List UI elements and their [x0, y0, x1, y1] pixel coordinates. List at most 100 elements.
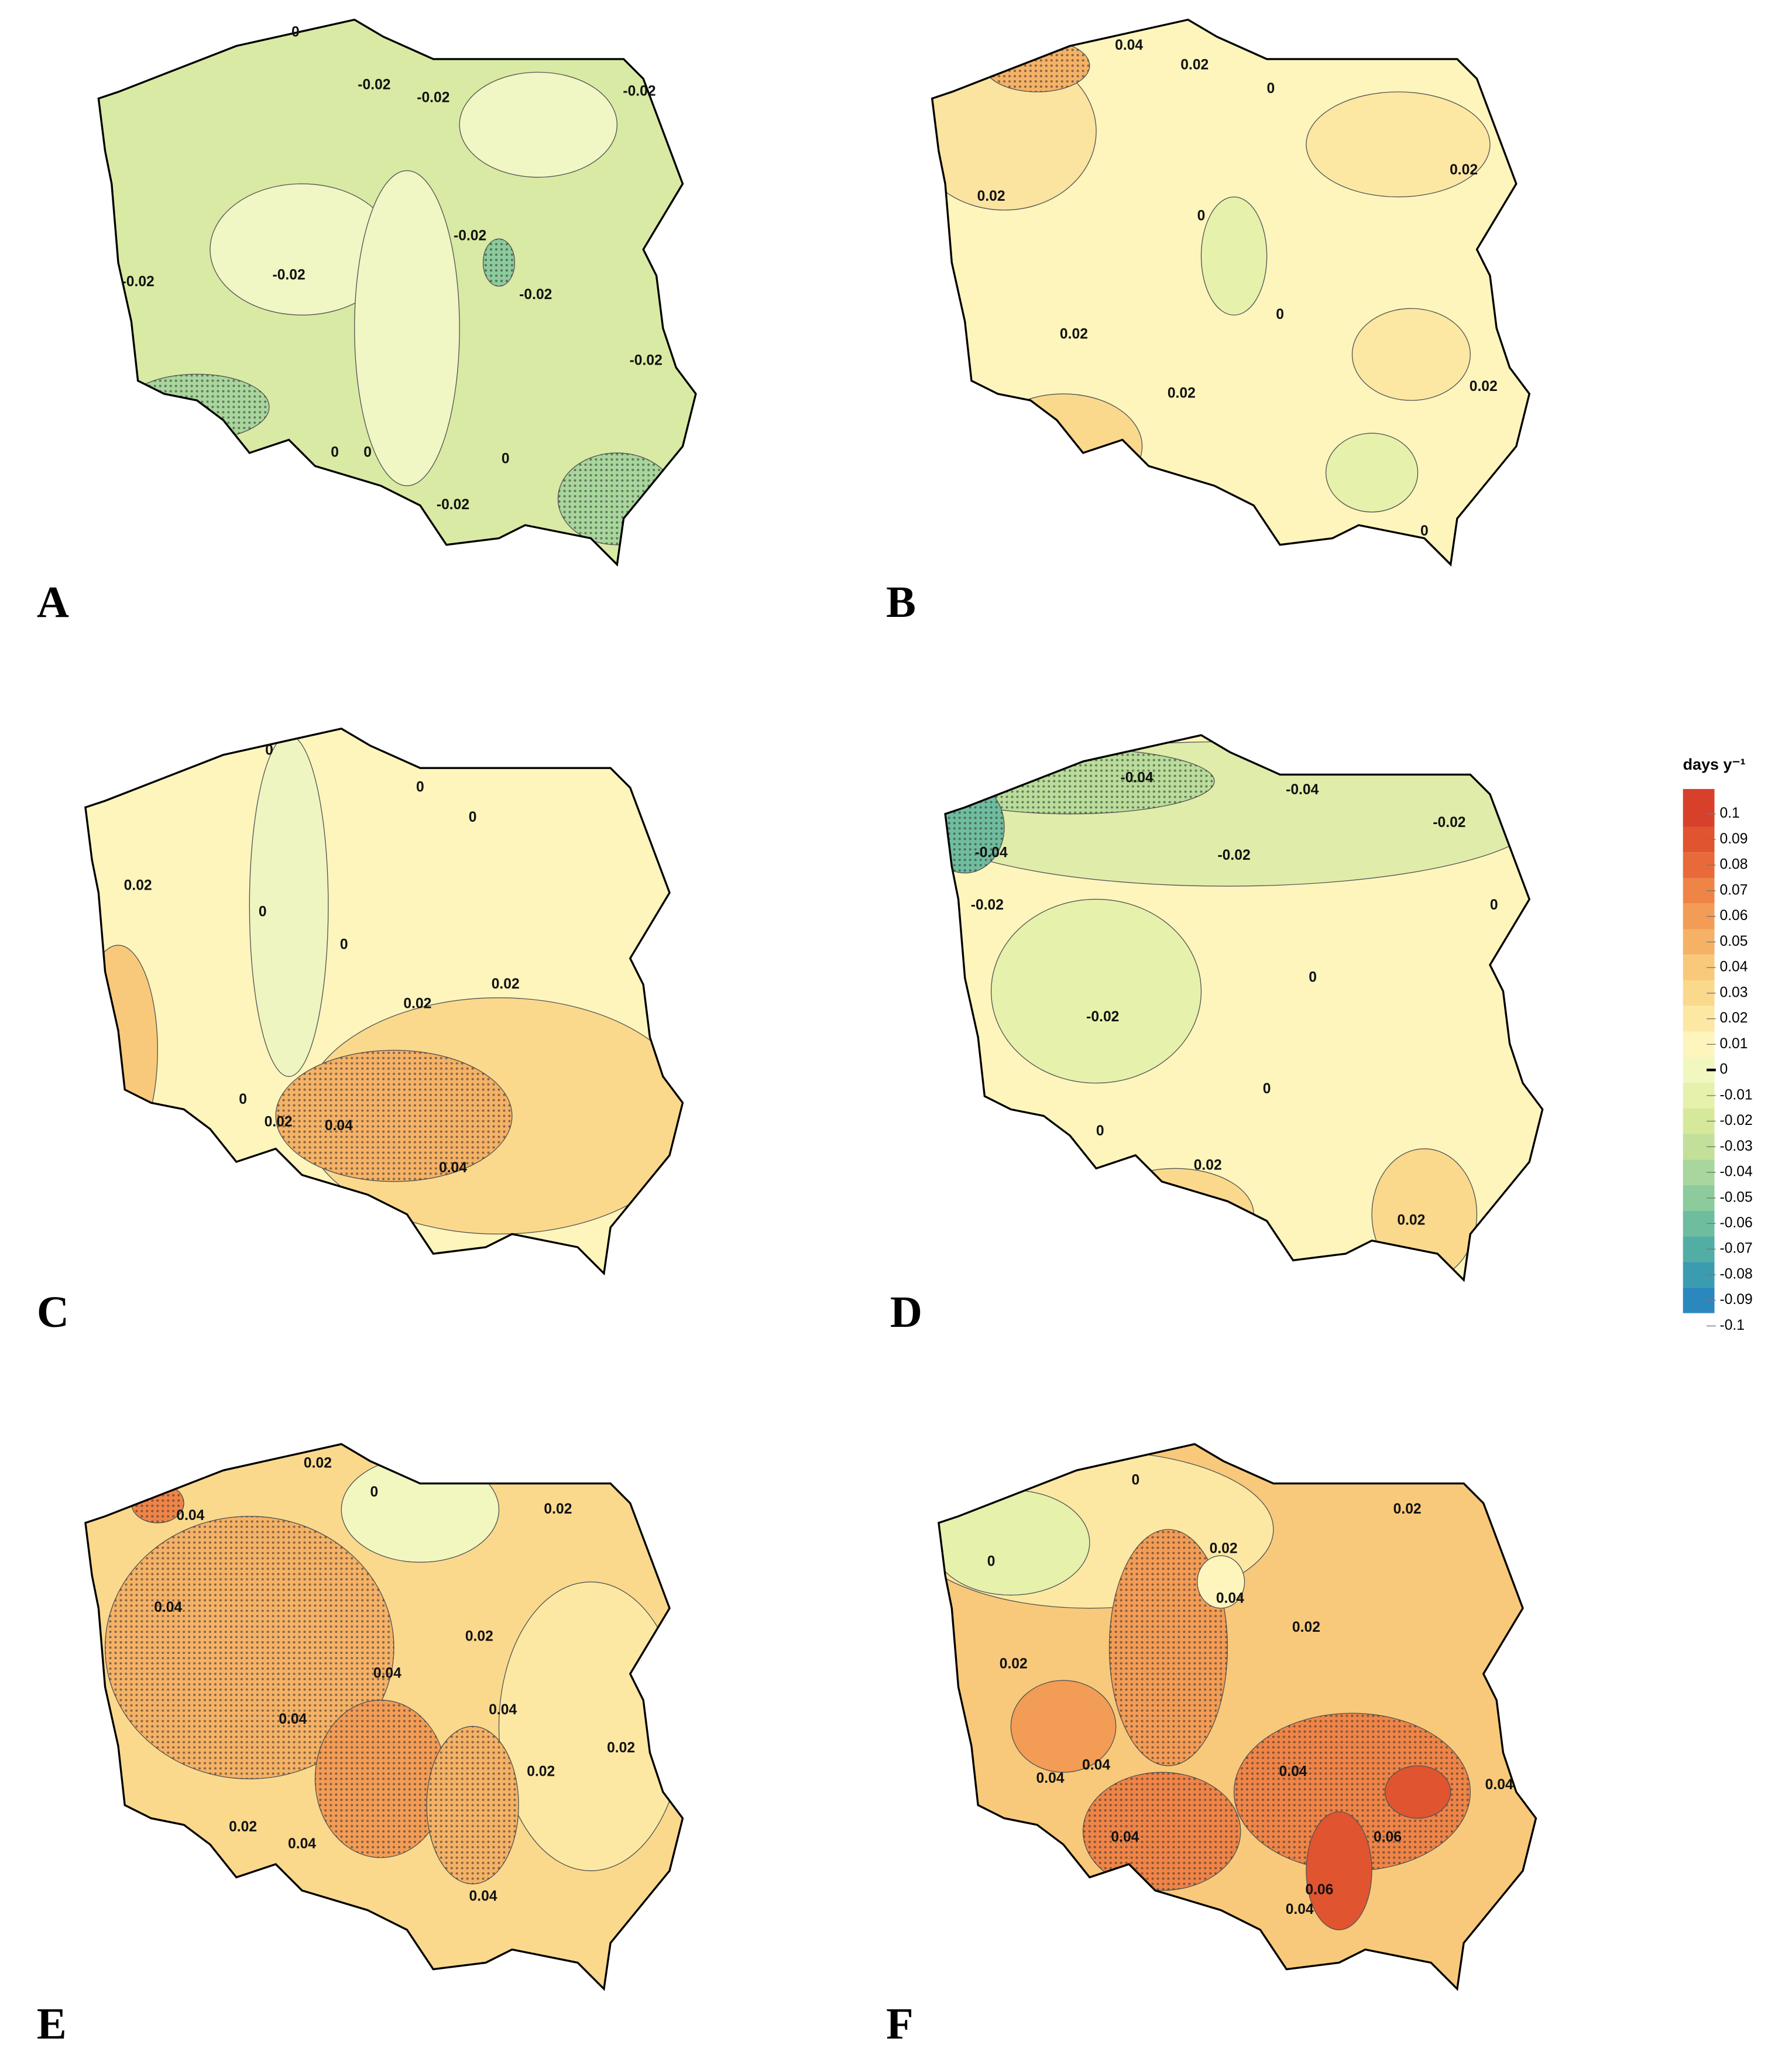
- contour-label: 0.06: [1374, 1830, 1402, 1845]
- map-fill: [98, 19, 696, 565]
- contour-area: [984, 393, 1143, 500]
- contour-label: -0.04: [1120, 770, 1153, 786]
- contour-label: 0.02: [1168, 385, 1196, 401]
- contour-label: 0: [1096, 1123, 1104, 1139]
- contour-label: 0.02: [229, 1819, 257, 1835]
- contour-label: 0: [239, 1092, 247, 1107]
- contour-label: -0.02: [122, 274, 155, 290]
- significance-stipple: [276, 1050, 512, 1182]
- legend-tick-label: -0.1: [1719, 1317, 1744, 1333]
- contour-label: 0: [265, 743, 273, 759]
- contour-label: 0.02: [403, 996, 431, 1011]
- map-panel: [97, 18, 697, 566]
- contour-label: 0: [1131, 1473, 1139, 1488]
- map-panel: [931, 18, 1530, 566]
- contour-label: 0.04: [154, 1600, 182, 1615]
- contour-label: 0.02: [1450, 162, 1478, 178]
- contour-label: -0.02: [437, 497, 469, 513]
- legend-tick-label: -0.09: [1719, 1292, 1752, 1308]
- contour-label: 0: [370, 1484, 379, 1500]
- map-fill: [932, 19, 1530, 565]
- contour-area: [1200, 196, 1268, 315]
- legend-tick-label: -0.08: [1719, 1266, 1752, 1282]
- contour-label: 0.04: [439, 1160, 467, 1176]
- contour-area: [1306, 1811, 1372, 1930]
- panel-label: D: [890, 1288, 922, 1337]
- contour-label: 0: [1420, 523, 1429, 539]
- contour-label: -0.02: [1433, 815, 1465, 831]
- contour-label: 0.02: [304, 1455, 332, 1471]
- contour-label: -0.02: [358, 77, 390, 92]
- contour-area: [1010, 1680, 1117, 1773]
- contour-label: 0: [469, 809, 477, 825]
- legend-tick-label: 0.03: [1719, 984, 1748, 1000]
- contour-area: [1197, 1555, 1245, 1609]
- contour-label: 0.02: [465, 1629, 493, 1645]
- contour-label: -0.02: [630, 352, 662, 368]
- contour-label: 0.02: [527, 1764, 555, 1780]
- contour-area: [1384, 1765, 1451, 1819]
- contour-label: -0.02: [273, 267, 305, 283]
- contour-label: 0: [340, 936, 348, 952]
- significance-stipple: [984, 39, 1090, 92]
- contour-label: 0.04: [288, 1836, 316, 1852]
- contour-area: [498, 1581, 683, 1871]
- contour-label: 0.04: [469, 1889, 497, 1905]
- legend-tick-label: -0.03: [1719, 1138, 1752, 1154]
- contour-label: 0: [1197, 208, 1206, 224]
- contour-label: 0.04: [325, 1118, 353, 1134]
- contour-label: -0.02: [519, 287, 552, 303]
- panel-label: F: [886, 1999, 914, 2049]
- contour-area: [341, 1457, 500, 1563]
- contour-area: [1325, 433, 1419, 513]
- significance-stipple: [558, 452, 677, 545]
- contour-label: 0.02: [607, 1740, 635, 1756]
- legend-tick-label: 0.04: [1719, 959, 1748, 975]
- contour-label: 0.02: [1292, 1619, 1320, 1635]
- legend-tick-label: -0.02: [1719, 1113, 1752, 1128]
- legend-tick-label: -0.01: [1719, 1087, 1752, 1103]
- contour-label: 0: [987, 1554, 995, 1570]
- contour-label: 0: [416, 779, 424, 795]
- contour-label: 0: [363, 444, 372, 460]
- significance-stipple: [105, 1516, 394, 1779]
- contour-label: 0.04: [1036, 1771, 1065, 1786]
- legend-tick-label: 0.09: [1719, 831, 1748, 847]
- contour-label: 0.02: [1397, 1213, 1425, 1229]
- legend-tick-label: -0.05: [1719, 1189, 1752, 1205]
- significance-stipple: [945, 781, 1005, 873]
- contour-label: 0.02: [1180, 57, 1209, 73]
- contour-label: 0.04: [1115, 37, 1143, 53]
- map-fill: [945, 735, 1543, 1280]
- legend-tick-label: 0.06: [1719, 908, 1748, 924]
- legend-tick-label: -0.07: [1719, 1241, 1752, 1257]
- significance-stipple: [483, 239, 515, 286]
- legend-swatch: [1683, 789, 1715, 827]
- contour-label: 0.02: [124, 878, 152, 894]
- contour-label: -0.04: [975, 845, 1008, 860]
- legend-title: days y⁻¹: [1683, 756, 1746, 773]
- contour-area: [459, 71, 618, 178]
- contour-label: -0.02: [417, 90, 449, 106]
- map-fill: [85, 728, 683, 1274]
- significance-stipple: [1234, 1713, 1471, 1871]
- contour-area: [354, 170, 460, 486]
- contour-label: 0.02: [265, 1114, 293, 1130]
- contour-label: 0.04: [373, 1665, 401, 1681]
- contour-area: [1096, 1168, 1254, 1261]
- map-panel: [938, 1443, 1537, 1990]
- contour-label: 0: [1267, 81, 1275, 97]
- contour-label: 0: [259, 904, 267, 919]
- contour-label: -0.02: [971, 897, 1004, 913]
- contour-label: 0.02: [977, 188, 1005, 204]
- contour-label: 0.04: [1279, 1764, 1307, 1780]
- map-panel: [84, 1443, 684, 1990]
- contour-label: 0.04: [1111, 1830, 1139, 1845]
- panel-label: E: [37, 1999, 67, 2049]
- contour-label: -0.02: [454, 228, 486, 243]
- contour-label: 0.02: [544, 1501, 572, 1517]
- contour-label: 0: [331, 444, 339, 460]
- legend-tick-label: 0.08: [1719, 857, 1748, 873]
